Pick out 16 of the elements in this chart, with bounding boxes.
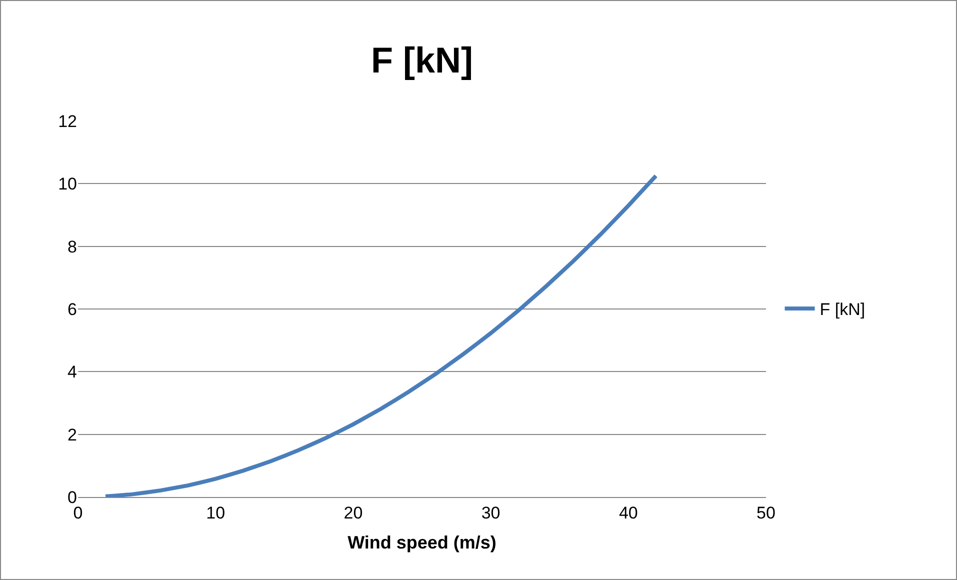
x-tick-label: 20 bbox=[344, 503, 363, 522]
y-tick-label: 6 bbox=[68, 300, 77, 319]
y-tick-label: 2 bbox=[68, 425, 77, 444]
y-tick-label: 8 bbox=[68, 237, 77, 256]
x-tick-label: 50 bbox=[756, 503, 776, 522]
x-axis-title: Wind speed (m/s) bbox=[348, 532, 496, 552]
line-series bbox=[104, 174, 658, 497]
y-tick-label: 12 bbox=[58, 112, 77, 131]
y-tick-label: 4 bbox=[68, 362, 77, 382]
y-tick-label: 10 bbox=[58, 174, 77, 194]
x-tick-label: 10 bbox=[206, 503, 226, 522]
chart-title: F [kN] bbox=[371, 39, 473, 80]
y-tick-label: 0 bbox=[68, 488, 77, 507]
x-tick-label: 30 bbox=[481, 503, 500, 522]
x-tick-label: 40 bbox=[618, 503, 638, 522]
legend-label: F [kN] bbox=[820, 300, 866, 320]
